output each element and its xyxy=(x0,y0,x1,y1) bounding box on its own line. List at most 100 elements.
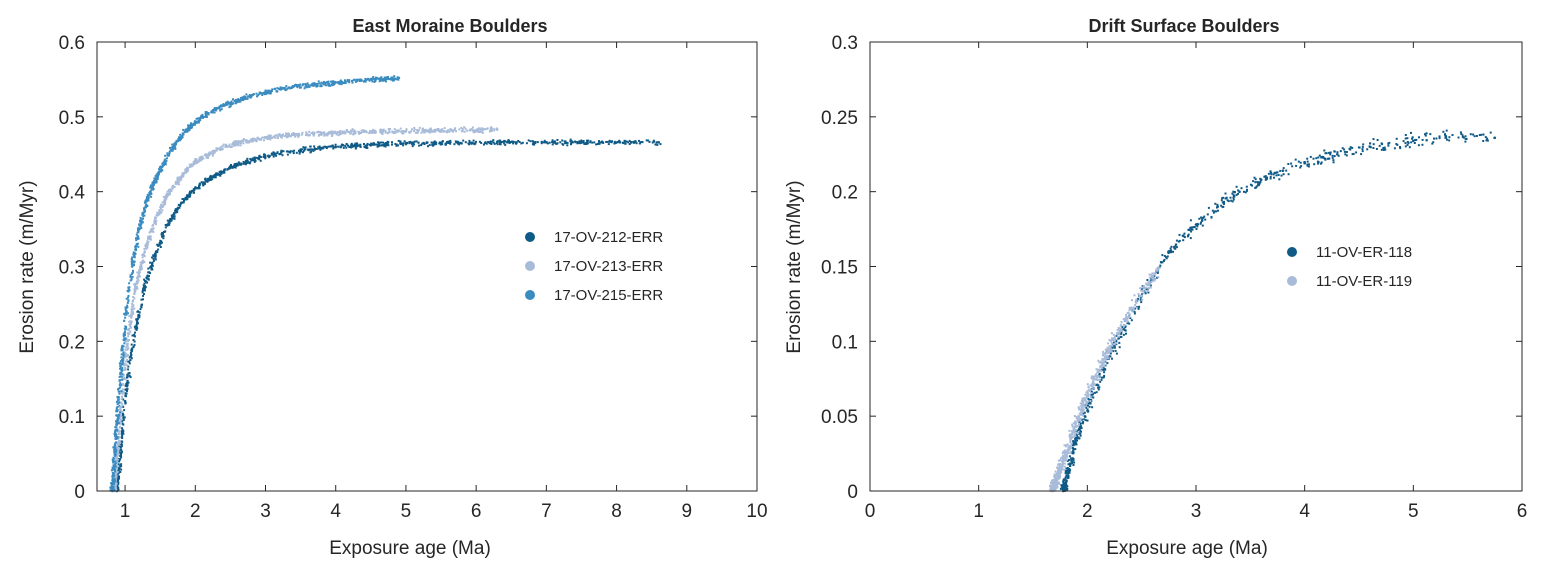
scatter-point xyxy=(247,95,250,98)
scatter-point xyxy=(1269,170,1272,173)
scatter-point xyxy=(180,138,182,141)
scatter-point xyxy=(1285,169,1288,172)
scatter-point xyxy=(387,131,390,134)
scatter-point xyxy=(1088,398,1091,401)
scatter-point xyxy=(1105,349,1108,352)
scatter-point xyxy=(117,463,120,466)
scatter-point xyxy=(1142,289,1145,292)
x-tick-label: 8 xyxy=(611,501,622,522)
scatter-point xyxy=(341,130,344,133)
scatter-point xyxy=(1464,137,1467,140)
scatter-point xyxy=(1087,402,1090,405)
scatter-point xyxy=(1316,160,1319,163)
scatter-point xyxy=(218,105,221,108)
scatter-point xyxy=(1116,329,1119,332)
scatter-point xyxy=(576,142,579,145)
scatter-point xyxy=(128,282,131,285)
scatter-point xyxy=(432,144,435,147)
scatter-point xyxy=(162,235,165,237)
scatter-point xyxy=(142,287,145,290)
scatter-point xyxy=(164,224,167,226)
scatter-point xyxy=(136,281,139,284)
scatter-point xyxy=(1425,139,1428,142)
scatter-point xyxy=(119,442,122,445)
scatter-point xyxy=(1079,402,1082,405)
scatter-point xyxy=(1111,346,1114,349)
scatter-point xyxy=(285,85,288,88)
scatter-point xyxy=(1108,339,1111,341)
scatter-point xyxy=(334,132,337,135)
scatter-point xyxy=(1125,332,1127,335)
scatter-point xyxy=(1107,354,1110,357)
scatter-point xyxy=(113,467,116,470)
x-tick-label: 1 xyxy=(120,501,131,522)
scatter-point xyxy=(140,305,143,308)
scatter-point xyxy=(364,77,367,80)
scatter-point xyxy=(301,84,304,87)
scatter-point xyxy=(151,268,154,271)
data-point xyxy=(1091,381,1095,385)
scatter-point xyxy=(579,142,582,145)
scatter-point xyxy=(1072,444,1075,447)
scatter-point xyxy=(1290,162,1293,165)
scatter-point xyxy=(360,79,363,82)
scatter-point xyxy=(331,131,334,134)
scatter-point xyxy=(144,286,147,289)
scatter-point xyxy=(1149,284,1152,287)
scatter-point xyxy=(1095,376,1098,379)
data-point xyxy=(1281,169,1285,172)
scatter-point xyxy=(136,287,139,290)
scatter-point xyxy=(421,142,424,145)
scatter-point xyxy=(496,140,499,143)
scatter-point xyxy=(1402,140,1405,143)
scatter-point xyxy=(286,87,289,90)
scatter-point xyxy=(472,139,475,142)
scatter-point xyxy=(113,451,116,454)
scatter-point xyxy=(1211,209,1214,212)
scatter-point xyxy=(452,130,455,133)
scatter-point xyxy=(1165,256,1168,259)
scatter-point xyxy=(351,79,353,82)
data-point xyxy=(488,141,492,144)
scatter-point xyxy=(261,94,264,96)
scatter-point xyxy=(196,120,199,123)
scatter-point xyxy=(124,340,127,343)
scatter-point xyxy=(1235,193,1238,196)
scatter-point xyxy=(652,139,655,142)
scatter-point xyxy=(1199,222,1202,225)
scatter-point xyxy=(1384,148,1387,151)
x-tick-label: 3 xyxy=(1191,501,1202,522)
data-point xyxy=(1259,178,1263,181)
scatter-point xyxy=(115,434,117,437)
scatter-point xyxy=(146,196,149,199)
scatter-point xyxy=(1324,158,1327,161)
data-point xyxy=(194,186,197,190)
scatter-point xyxy=(1068,468,1071,470)
scatter-point xyxy=(115,441,118,444)
scatter-point xyxy=(580,139,583,142)
scatter-point xyxy=(1351,146,1354,149)
scatter-point xyxy=(208,153,211,156)
scatter-point xyxy=(1118,341,1121,344)
scatter-point xyxy=(1122,328,1125,331)
data-point xyxy=(1134,299,1138,303)
scatter-point xyxy=(322,80,325,83)
scatter-point xyxy=(302,146,305,149)
scatter-point xyxy=(119,454,121,457)
scatter-point xyxy=(1232,193,1235,196)
scatter-point xyxy=(1065,484,1068,487)
scatter-point xyxy=(131,302,134,305)
scatter-point xyxy=(121,436,124,438)
scatter-point xyxy=(1074,425,1077,428)
scatter-point xyxy=(264,91,267,94)
scatter-point xyxy=(1137,307,1140,310)
scatter-point xyxy=(115,409,118,412)
scatter-point xyxy=(123,342,126,345)
scatter-point xyxy=(1120,321,1123,323)
scatter-point xyxy=(119,421,121,424)
scatter-point xyxy=(175,183,178,186)
scatter-point xyxy=(235,165,238,167)
scatter-point xyxy=(122,423,125,426)
scatter-point xyxy=(240,98,243,101)
data-point xyxy=(165,194,169,197)
